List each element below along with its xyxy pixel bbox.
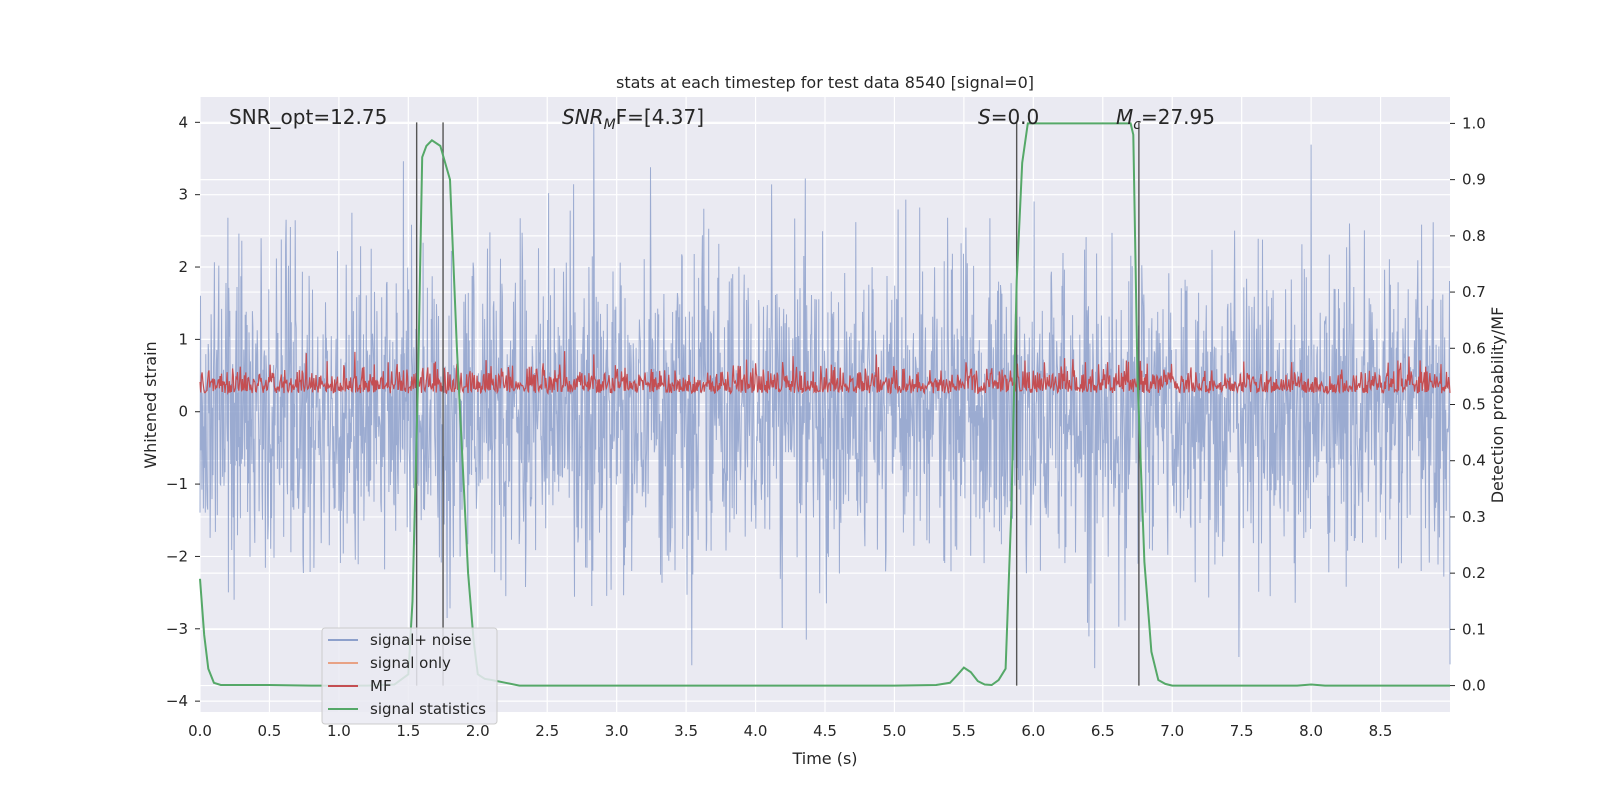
x-tick-label: 7.0 — [1160, 722, 1184, 740]
s-base: S — [978, 105, 991, 129]
y-tick-label: 1 — [178, 330, 188, 348]
x-tick-label: 0.5 — [258, 722, 282, 740]
legend-item-signal-only: signal only — [328, 654, 451, 672]
x-tick-label: 5.5 — [952, 722, 976, 740]
y2-tick-label: 0.5 — [1462, 396, 1486, 414]
snr-mf-tail: F=[4.37] — [616, 105, 704, 129]
y-tick-label: 2 — [178, 258, 188, 276]
y-tick-label: 3 — [178, 186, 188, 204]
mc-base: M — [1116, 105, 1133, 129]
x-axis-ticks: 0.0 0.5 1.0 1.5 2.0 2.5 3.0 3.5 4.0 4.5 5.0 5.5 6.0 6… — [188, 722, 1392, 740]
y2-axis-ticks: 0.0 0.1 0.2 0.3 0.4 0.5 0.6 0.7 0.8 0.9 1.0 — [1450, 114, 1486, 695]
y2-tick-label: 0.7 — [1462, 283, 1486, 301]
y-tick-label: −3 — [166, 620, 188, 638]
noise-series — [199, 122, 1451, 669]
mf-line — [199, 351, 1451, 395]
snr-mf-sub: M — [604, 117, 616, 133]
legend-item-signal-noise: signal+ noise — [328, 631, 472, 649]
legend-box — [321, 627, 498, 725]
y2-tick-label: 0.9 — [1462, 171, 1486, 189]
y2-tick-label: 0.8 — [1462, 227, 1486, 245]
y2-tick-label: 0.0 — [1462, 677, 1486, 695]
y2-axis-title: Detection probability/MF — [1488, 307, 1507, 504]
y2-tick-label: 1.0 — [1462, 114, 1486, 132]
legend-label-signal-only: signal only — [370, 654, 451, 672]
y-tick-label: −1 — [166, 475, 188, 493]
legend-label-signal-statistics: signal statistics — [370, 700, 486, 718]
mc-sub: c — [1133, 117, 1141, 133]
y2-tick-label: 0.2 — [1462, 564, 1486, 582]
noise-line — [199, 122, 1451, 669]
x-tick-label: 8.0 — [1299, 722, 1323, 740]
y-axis-ticks: −4 −3 −2 −1 0 1 2 3 4 — [166, 113, 200, 710]
x-tick-label: 4.5 — [813, 722, 837, 740]
x-tick-label: 5.0 — [883, 722, 907, 740]
x-tick-label: 4.0 — [744, 722, 768, 740]
y2-tick-label: 0.4 — [1462, 452, 1486, 470]
legend-label-mf: MF — [370, 677, 392, 695]
legend-label-signal-noise: signal+ noise — [370, 631, 472, 649]
x-tick-label: 1.0 — [327, 722, 351, 740]
x-tick-label: 6.5 — [1091, 722, 1115, 740]
annotation-snr-mf: SNRMF=[4.37] — [562, 105, 704, 133]
x-axis-title: Time (s) — [791, 749, 857, 768]
x-tick-label: 0.0 — [188, 722, 212, 740]
mc-tail: =27.95 — [1141, 105, 1215, 129]
annotation-mc-value: Mc=27.95 — [1116, 105, 1215, 133]
x-tick-label: 3.5 — [674, 722, 698, 740]
y-tick-label: 4 — [178, 113, 188, 131]
y-tick-label: 0 — [178, 403, 188, 421]
y-axis-title: Whitened strain — [141, 341, 160, 468]
chart-title: stats at each timestep for test data 854… — [616, 73, 1034, 92]
legend-item-mf: MF — [328, 677, 392, 695]
x-tick-label: 1.5 — [396, 722, 420, 740]
annotation-snr-opt: SNR_opt=12.75 — [229, 105, 387, 129]
legend-item-signal-statistics: signal statistics — [328, 700, 486, 718]
y-tick-label: −4 — [166, 692, 188, 710]
legend: signal+ noise signal only MF signal stat… — [321, 627, 498, 725]
y-tick-label: −2 — [166, 547, 188, 565]
x-tick-label: 6.0 — [1021, 722, 1045, 740]
snr-mf-base: SNR — [562, 105, 604, 129]
y2-tick-label: 0.6 — [1462, 339, 1486, 357]
x-tick-label: 2.0 — [466, 722, 490, 740]
x-tick-label: 8.5 — [1369, 722, 1393, 740]
annotation-s-value: S=0.0 — [978, 105, 1039, 129]
x-tick-label: 3.0 — [605, 722, 629, 740]
y2-tick-label: 0.3 — [1462, 508, 1486, 526]
x-tick-label: 2.5 — [535, 722, 559, 740]
s-tail: =0.0 — [991, 105, 1040, 129]
y2-tick-label: 0.1 — [1462, 620, 1486, 638]
mf-series — [199, 351, 1451, 395]
x-tick-label: 7.5 — [1230, 722, 1254, 740]
